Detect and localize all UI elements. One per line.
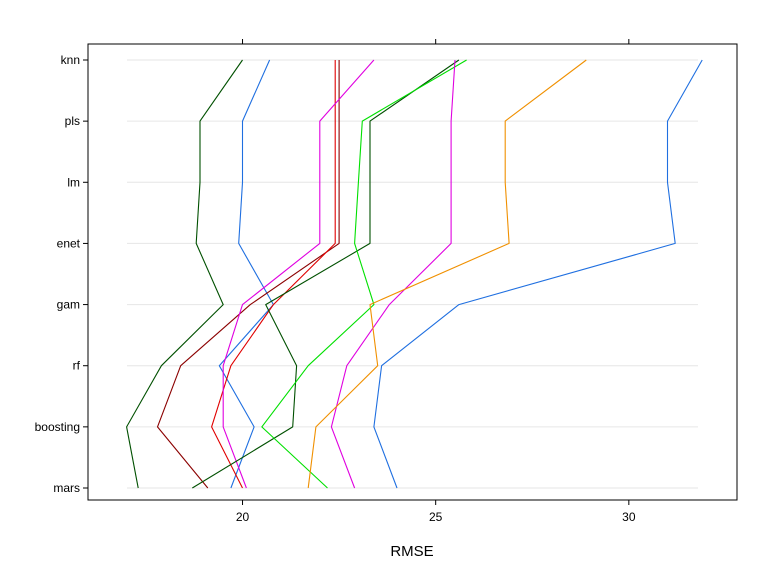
series-line-2 [218, 59, 274, 489]
y-tick-label-pls: pls [65, 114, 80, 128]
x-tick-label-30: 30 [622, 510, 636, 524]
series-line-1 [126, 59, 243, 489]
y-tick-label-rf: rf [73, 359, 81, 373]
y-tick-label-mars: mars [53, 481, 80, 495]
series-line-8 [330, 59, 456, 489]
series-line-10 [373, 59, 703, 489]
series-lines [126, 59, 703, 489]
plot-frame [87, 43, 738, 501]
y-tick-label-boosting: boosting [35, 420, 80, 434]
series-line-4 [211, 60, 336, 489]
series-line-6 [192, 59, 460, 489]
series-line-7 [261, 59, 467, 489]
x-tick-label-25: 25 [429, 510, 443, 524]
y-tick-label-lm: lm [67, 175, 80, 189]
y-tick-label-knn: knn [61, 53, 80, 67]
gridlines [127, 59, 698, 489]
axis-ticks [83, 39, 630, 505]
series-line-9 [307, 59, 587, 489]
y-tick-label-gam: gam [57, 298, 80, 312]
x-tick-label-20: 20 [236, 510, 250, 524]
x-axis-title: RMSE [390, 543, 433, 560]
y-tick-label-enet: enet [57, 236, 81, 250]
series-line-3 [156, 60, 340, 489]
series-line-5 [222, 59, 375, 489]
tick-labels: knn pls lm enet gam rf boosting mars 20 25 30 [35, 53, 636, 524]
